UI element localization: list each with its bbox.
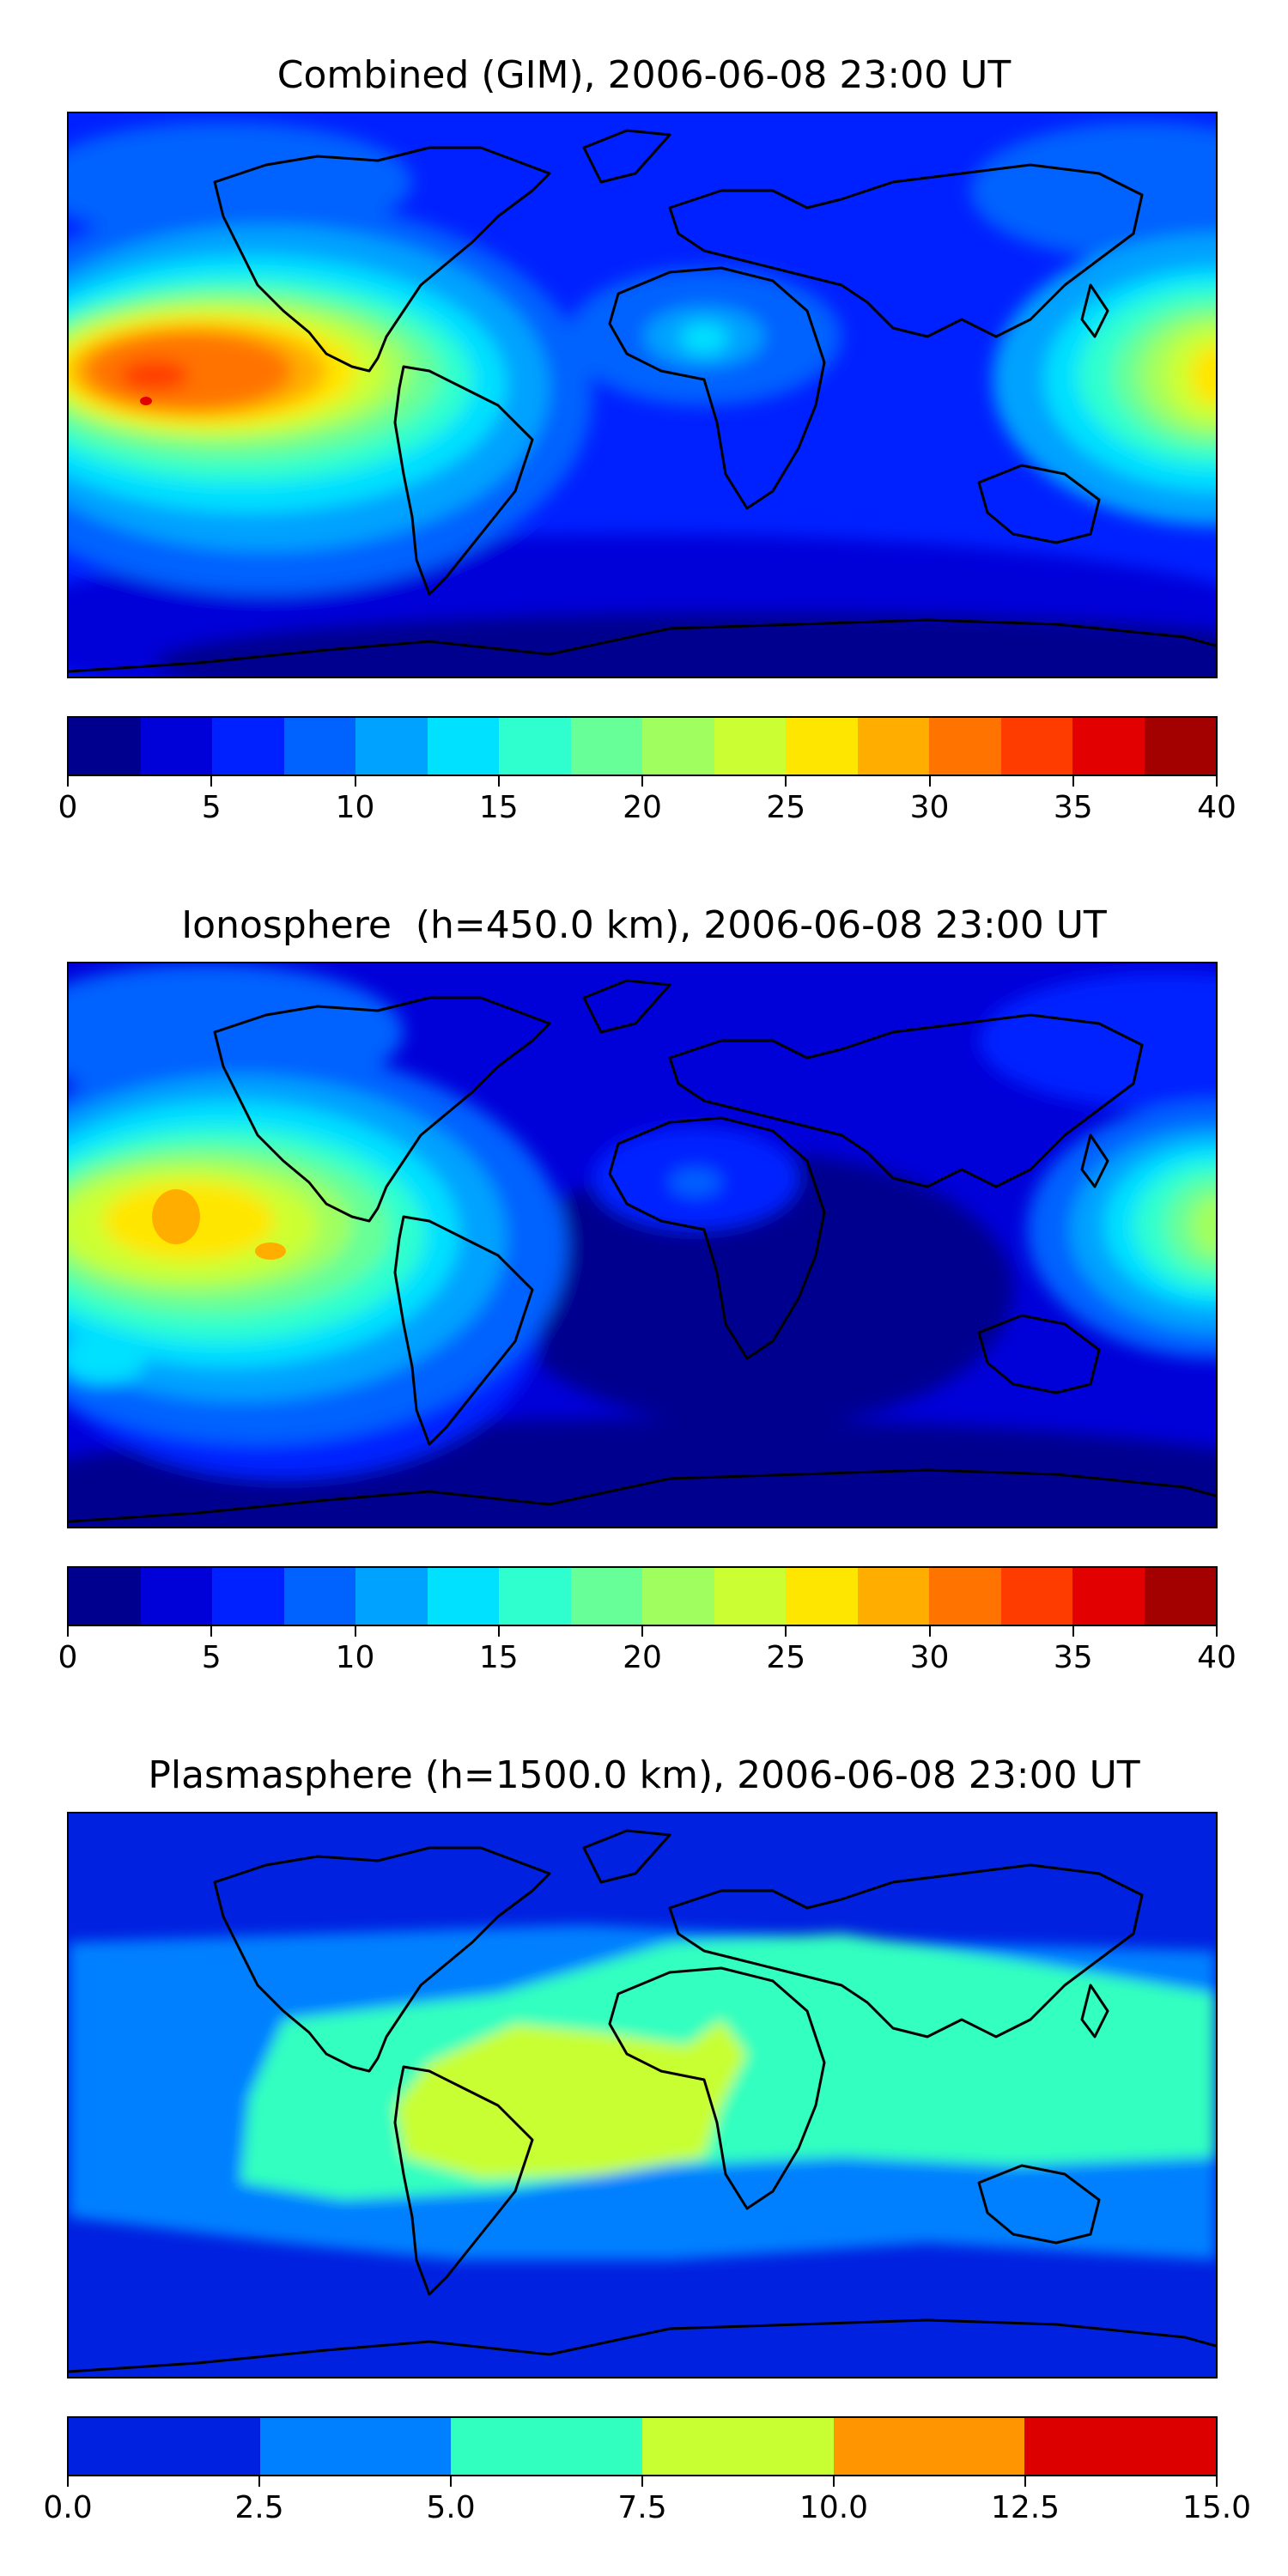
- colorbar-tick: [354, 1626, 356, 1637]
- colorbar-tick-label: 40: [1197, 790, 1236, 825]
- colorbar-tick: [928, 776, 931, 787]
- colorbar-segment: [427, 718, 499, 775]
- panel-title: Plasmasphere (h=1500.0 km), 2006-06-08 2…: [148, 1753, 1140, 1797]
- colorbar-plasmasphere: [67, 2416, 1218, 2476]
- colorbar-segment: [714, 718, 786, 775]
- colorbar-tick: [928, 1626, 931, 1637]
- colorbar-segment: [857, 718, 929, 775]
- colorbar-tick: [1216, 2476, 1218, 2487]
- colorbar-segment: [212, 718, 284, 775]
- colorbar-tick: [1024, 2476, 1026, 2487]
- colorbar-tick: [785, 1626, 787, 1637]
- colorbar-tick: [67, 776, 69, 787]
- colorbar-tick-label: 20: [623, 1640, 662, 1675]
- colorbar-tick-label: 5: [201, 790, 222, 825]
- tec-map-combined: [67, 112, 1218, 678]
- colorbar-tick: [833, 2476, 835, 2487]
- tec-map-ionosphere: [67, 962, 1218, 1528]
- colorbar-segment: [1072, 1568, 1145, 1625]
- colorbar-tick-label: 40: [1197, 1640, 1236, 1675]
- colorbar-segment: [69, 1568, 141, 1625]
- panel-title: Combined (GIM), 2006-06-08 23:00 UT: [276, 53, 1012, 97]
- colorbar-segment: [499, 1568, 571, 1625]
- colorbar-segment: [212, 1568, 284, 1625]
- colorbar-ionosphere: [67, 1566, 1218, 1626]
- colorbar-segment: [642, 1568, 714, 1625]
- colorbar-tick: [1072, 776, 1074, 787]
- colorbar-segment: [714, 1568, 786, 1625]
- colorbar-segment: [499, 718, 571, 775]
- colorbar-tick: [67, 1626, 69, 1637]
- colorbar-tick-label: 30: [909, 1640, 950, 1675]
- colorbar-tick: [210, 776, 213, 787]
- colorbar-tick-label: 15: [478, 1640, 519, 1675]
- colorbar-tick-label: 10: [335, 1640, 375, 1675]
- colorbar-segment: [1144, 1568, 1216, 1625]
- colorbar-tick-label: 30: [909, 790, 950, 825]
- colorbar-tick-label: 10.0: [799, 2490, 869, 2525]
- colorbar-segment: [786, 1568, 858, 1625]
- colorbar-tick-label: 0.0: [43, 2490, 93, 2525]
- colorbar-segment: [1144, 718, 1216, 775]
- colorbar-segment: [857, 1568, 929, 1625]
- colorbar-tick: [497, 776, 500, 787]
- colorbar-segment: [355, 1568, 428, 1625]
- colorbar-tick-label: 10: [335, 790, 375, 825]
- colorbar-segment: [833, 2418, 1025, 2475]
- colorbar-segment: [451, 2418, 643, 2475]
- colorbar-segment: [427, 1568, 499, 1625]
- colorbar-segment: [283, 718, 355, 775]
- colorbar-tick: [1216, 776, 1218, 787]
- colorbar-segment: [642, 2418, 834, 2475]
- colorbar-segment: [642, 718, 714, 775]
- colorbar-tick: [210, 1626, 213, 1637]
- colorbar-segment: [355, 718, 428, 775]
- colorbar-tick: [641, 776, 643, 787]
- colorbar-tick-label: 25: [766, 790, 806, 825]
- colorbar-tick: [354, 776, 356, 787]
- colorbar-tick: [641, 2476, 643, 2487]
- colorbar-tick: [1072, 1626, 1074, 1637]
- colorbar-segment: [140, 718, 212, 775]
- colorbar-tick-label: 5.0: [426, 2490, 476, 2525]
- colorbar-segment: [929, 1568, 1001, 1625]
- colorbar-tick: [258, 2476, 260, 2487]
- colorbar-segment: [283, 1568, 355, 1625]
- colorbar-segment: [69, 2418, 260, 2475]
- panel-title: Ionosphere (h=450.0 km), 2006-06-08 23:0…: [181, 903, 1107, 947]
- colorbar-tick-label: 0: [58, 1640, 78, 1675]
- colorbar-tick-label: 35: [1053, 790, 1093, 825]
- colorbar-tick-label: 2.5: [234, 2490, 284, 2525]
- colorbar-segment: [1072, 718, 1145, 775]
- colorbar-tick: [1216, 1626, 1218, 1637]
- colorbar-combined: [67, 716, 1218, 776]
- colorbar-tick-label: 15.0: [1182, 2490, 1252, 2525]
- colorbar-tick-label: 35: [1053, 1640, 1093, 1675]
- colorbar-tick-label: 25: [766, 1640, 806, 1675]
- tec-map-plasmasphere: [67, 1812, 1218, 2379]
- colorbar-tick-label: 7.5: [617, 2490, 667, 2525]
- colorbar-segment: [1000, 718, 1072, 775]
- colorbar-tick-label: 15: [478, 790, 519, 825]
- colorbar-tick: [641, 1626, 643, 1637]
- colorbar-segment: [570, 718, 642, 775]
- colorbar-tick: [497, 1626, 500, 1637]
- colorbar-tick-label: 0: [58, 790, 78, 825]
- colorbar-segment: [140, 1568, 212, 1625]
- colorbar-tick-label: 20: [623, 790, 662, 825]
- colorbar-segment: [69, 718, 141, 775]
- colorbar-tick: [450, 2476, 452, 2487]
- colorbar-tick-label: 12.5: [990, 2490, 1060, 2525]
- colorbar-segment: [929, 718, 1001, 775]
- colorbar-tick-label: 5: [201, 1640, 222, 1675]
- colorbar-segment: [259, 2418, 452, 2475]
- colorbar-tick: [785, 776, 787, 787]
- colorbar-segment: [1000, 1568, 1072, 1625]
- colorbar-segment: [1024, 2418, 1217, 2475]
- colorbar-segment: [786, 718, 858, 775]
- colorbar-tick: [67, 2476, 69, 2487]
- colorbar-segment: [570, 1568, 642, 1625]
